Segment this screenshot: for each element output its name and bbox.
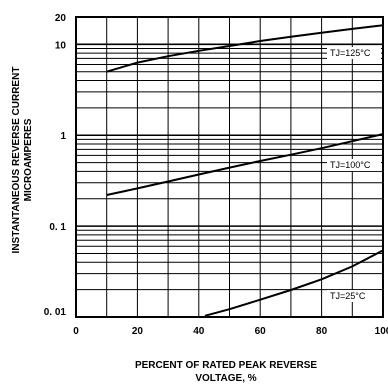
series-label-2: TJ=100°C [330, 160, 371, 170]
y-tick-label: 0. 01 [44, 307, 67, 318]
x-tick-label: 100 [375, 326, 388, 337]
x-tick-label: 80 [316, 326, 328, 337]
series-label-backdrop [327, 47, 381, 59]
x-axis-title-line-1: PERCENT OF RATED PEAK REVERSE [135, 360, 317, 371]
y-axis-title-line-2: MICROAMPERES [23, 118, 34, 201]
series-label-backdrop [327, 290, 381, 302]
x-tick-label: 20 [132, 326, 144, 337]
y-tick-label: 20 [55, 13, 67, 24]
x-tick-label: 0 [73, 326, 79, 337]
plot-frame [75, 16, 384, 318]
series-layer [106, 24, 384, 317]
series-labels: TJ=125°C TJ=100°C TJ=25°C [327, 47, 381, 302]
series-line-1 [106, 24, 384, 73]
x-tick-label: 40 [193, 326, 205, 337]
grid [76, 17, 383, 317]
y-axis-title-line-1: INSTANTANEOUS REVERSE CURRENT [11, 67, 22, 254]
series-line-3 [204, 249, 384, 317]
x-tick-label: 60 [255, 326, 267, 337]
series-label-1: TJ=125°C [330, 48, 371, 58]
y-tick-label: 1 [60, 131, 66, 142]
series-label-backdrop [327, 159, 381, 171]
series-line-2 [106, 133, 384, 196]
series-label-3: TJ=25°C [330, 291, 366, 301]
y-tick-label: 0. 1 [49, 222, 66, 233]
x-axis-title-line-2: VOLTAGE, % [195, 373, 256, 383]
tick-labels: 0 20 40 60 80 100 20 10 1 0. 1 0. 01 [44, 13, 388, 337]
y-tick-label: 10 [55, 40, 67, 51]
